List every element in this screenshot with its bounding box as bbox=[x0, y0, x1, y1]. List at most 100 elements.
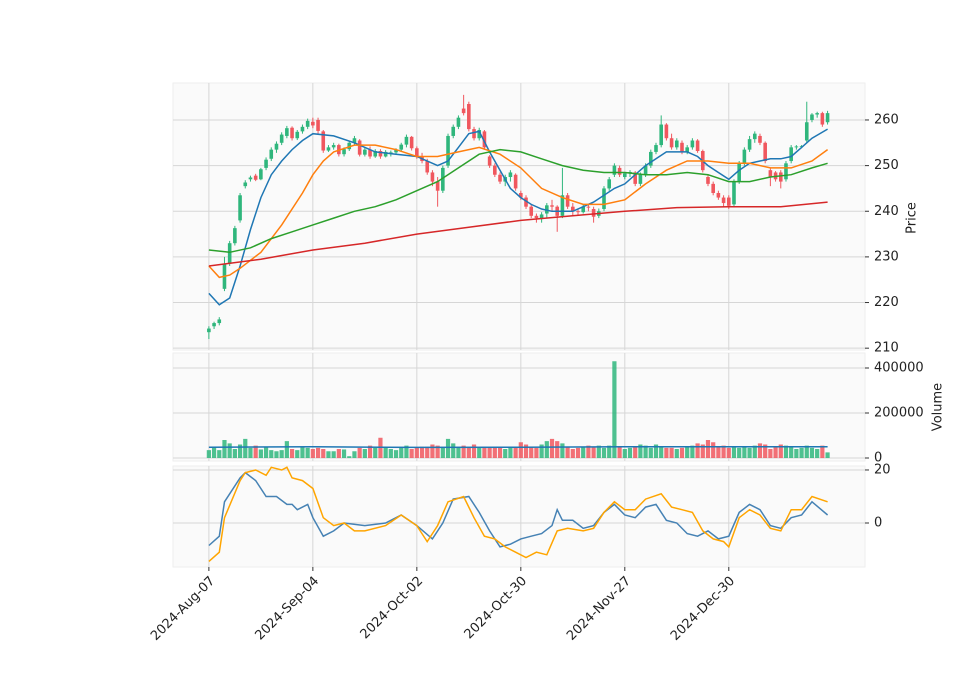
volume-bar bbox=[617, 446, 622, 459]
volume-bar bbox=[362, 449, 367, 459]
volume-bar bbox=[627, 447, 633, 459]
candle-body bbox=[581, 206, 586, 213]
volume-bar bbox=[794, 449, 799, 459]
line bbox=[208, 128, 828, 306]
candle-body bbox=[269, 149, 274, 159]
y-tick-label: 20 bbox=[874, 462, 891, 477]
candle-body bbox=[571, 206, 575, 212]
line bbox=[208, 201, 828, 267]
volume-bar bbox=[399, 447, 404, 459]
candle-body bbox=[690, 140, 695, 148]
volume-bar bbox=[700, 444, 705, 459]
y-tick-label: 220 bbox=[874, 295, 899, 310]
candle-body bbox=[233, 228, 237, 244]
candle-body bbox=[784, 163, 788, 180]
volume-bar bbox=[622, 449, 627, 459]
candle-body bbox=[207, 328, 211, 333]
volume-bar bbox=[331, 451, 336, 459]
candle-body bbox=[259, 169, 263, 180]
volume-bar bbox=[804, 445, 809, 459]
candle-body bbox=[763, 142, 767, 162]
volume-bar bbox=[575, 447, 581, 459]
candle-body bbox=[285, 128, 289, 136]
candle-body bbox=[441, 167, 445, 191]
volume-bar bbox=[565, 446, 570, 459]
candle-body bbox=[451, 126, 456, 136]
candle-body bbox=[617, 167, 622, 175]
volume-bar bbox=[503, 449, 508, 459]
candle-body bbox=[295, 131, 300, 139]
volume-bar bbox=[279, 450, 284, 459]
y-tick-label: 0 bbox=[874, 515, 882, 530]
volume-bar bbox=[783, 445, 789, 459]
candle-body bbox=[321, 131, 326, 151]
candle-body bbox=[695, 140, 700, 152]
volume-bar bbox=[487, 447, 492, 459]
x-tick-label: 2024-Oct-30 bbox=[462, 574, 530, 642]
volume-bar bbox=[825, 452, 830, 459]
x-tick-label: 2024-Dec-30 bbox=[668, 574, 738, 644]
candle-body bbox=[529, 206, 534, 216]
volume-bar bbox=[326, 451, 331, 459]
candle-body bbox=[498, 174, 502, 182]
volume-bar bbox=[773, 446, 778, 459]
candle-body bbox=[409, 136, 414, 149]
volume-bar bbox=[508, 446, 513, 459]
volume-bar bbox=[373, 447, 378, 459]
volume-bar bbox=[544, 441, 549, 459]
volume-bar bbox=[815, 449, 820, 459]
volume-bar bbox=[778, 444, 783, 459]
volume-bar bbox=[477, 447, 482, 459]
candle-body bbox=[638, 174, 643, 184]
candle-body bbox=[456, 117, 461, 127]
candle-body bbox=[435, 181, 440, 191]
volume-bar bbox=[591, 446, 596, 459]
y-tick-label: 240 bbox=[874, 204, 899, 219]
volume-axis-label: Volume bbox=[931, 383, 946, 431]
candle-body bbox=[482, 131, 487, 148]
candle-body bbox=[373, 151, 378, 157]
panel bbox=[172, 82, 866, 351]
volume-bar bbox=[445, 438, 451, 459]
volume-bar bbox=[726, 447, 731, 459]
volume-bar bbox=[211, 447, 217, 459]
candle-body bbox=[815, 113, 819, 115]
volume-bar bbox=[206, 450, 211, 459]
volume-bar bbox=[752, 445, 757, 459]
volume-bar bbox=[638, 444, 643, 459]
line bbox=[208, 446, 828, 449]
volume-bar bbox=[263, 446, 269, 459]
volume-bar bbox=[305, 447, 310, 459]
candle-body bbox=[487, 156, 492, 166]
candle-body bbox=[430, 172, 435, 182]
candle-body bbox=[493, 165, 497, 175]
candle-body bbox=[326, 147, 331, 151]
candle-body bbox=[524, 197, 528, 207]
line bbox=[208, 471, 829, 548]
volume-bar bbox=[300, 446, 305, 459]
volume-bar bbox=[523, 444, 529, 459]
volume-bar bbox=[539, 444, 544, 459]
volume-bar bbox=[217, 450, 222, 459]
candle-body bbox=[669, 138, 674, 148]
candle-body bbox=[752, 133, 757, 140]
volume-bar bbox=[612, 361, 617, 459]
y-tick-label: 400000 bbox=[874, 361, 924, 376]
candle-body bbox=[768, 170, 773, 178]
y-tick-label: 210 bbox=[874, 341, 899, 356]
y-tick-label: 200000 bbox=[874, 406, 924, 421]
candle-body bbox=[212, 323, 216, 327]
candle-body bbox=[305, 120, 310, 127]
candle-body bbox=[550, 205, 554, 207]
volume-bar bbox=[763, 444, 768, 459]
candle-body bbox=[477, 130, 482, 139]
volume-bar bbox=[492, 446, 497, 459]
volume-bar bbox=[440, 446, 445, 459]
volume-bar bbox=[659, 446, 664, 459]
volume-bar bbox=[466, 446, 471, 459]
volume-bar bbox=[237, 444, 243, 459]
volume-bar bbox=[243, 438, 248, 459]
candle-body bbox=[633, 172, 637, 184]
volume-bar bbox=[789, 446, 794, 459]
candle-body bbox=[825, 113, 830, 123]
